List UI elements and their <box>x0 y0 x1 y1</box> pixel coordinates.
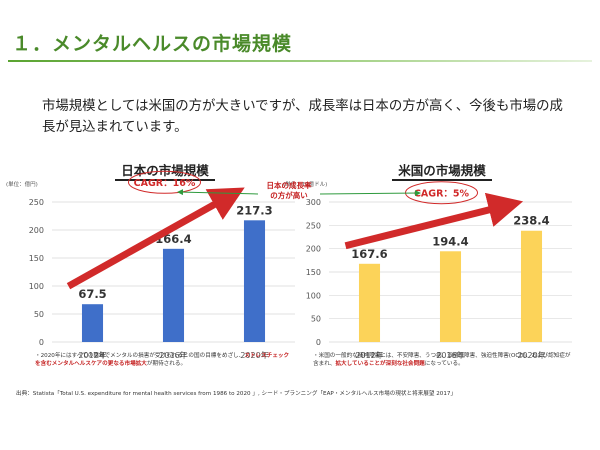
us-bar-chart: 0 50 100 150 200 250 300 167.6 2012年 194.4 2016年 23… <box>306 181 572 360</box>
y-tick-label: 100 <box>29 282 44 291</box>
us-note: ・米国の一般的な精神障害には、不安障害、うつ病、双極性障害、強迫性障害(OCD)… <box>313 353 571 367</box>
page-title: １．メンタルヘルスの市場規模 <box>12 33 293 55</box>
y-tick-label: 150 <box>29 254 44 263</box>
bar-value-label: 238.4 <box>513 214 549 228</box>
cagr-trend-arrow <box>66 187 245 290</box>
bar <box>243 220 266 342</box>
bar-value-label: 67.5 <box>78 287 106 301</box>
japan-unit-label: (単位：億円) <box>6 182 38 188</box>
y-tick-label: 0 <box>39 338 44 347</box>
us-chart-title: 米国の市場規模 <box>313 160 571 181</box>
bar <box>439 251 462 342</box>
y-tick-label: 250 <box>306 221 321 230</box>
japan-bar-chart: 05010015020025067.52012年166.42016年217.32… <box>29 170 295 360</box>
y-tick-label: 300 <box>306 198 321 207</box>
x-tick-label: 2016年 <box>159 350 187 360</box>
callout-line-1: 日本の成長率 <box>266 181 312 190</box>
source-citation: 出典：Statista「Total U.S. expenditure for m… <box>16 391 457 397</box>
title-divider <box>8 60 592 62</box>
intro-text: 市場規模としては米国の方が大きいですが、成長率は日本の方が高く、今後も市場の成長… <box>42 99 563 135</box>
bar <box>358 263 381 342</box>
y-tick-label: 200 <box>29 226 44 235</box>
bar-value-label: 167.6 <box>351 247 387 261</box>
japan-chart-panel: 日本の市場規模 (単位：億円) 0 50 100 150 200 250 67.5 2012年… <box>6 160 295 376</box>
us-unit-label: (単位：10億ドル) <box>283 182 328 188</box>
y-tick-label: 0 <box>316 338 321 347</box>
x-tick-label: 2020年 <box>240 350 268 360</box>
x-tick-label: 2012年 <box>355 350 383 360</box>
x-tick-label: 2016年 <box>436 350 464 360</box>
y-tick-label: 200 <box>306 245 321 254</box>
callout-line-2: の方が高い <box>270 190 308 200</box>
bar <box>81 304 104 342</box>
cagr-label: CAGR：5% <box>414 188 470 199</box>
y-tick-label: 100 <box>306 291 321 300</box>
growth-callout: 日本の成長率 の方が高い <box>257 181 321 200</box>
bar-value-label: 217.3 <box>236 203 272 217</box>
y-tick-label: 250 <box>29 198 44 207</box>
japan-note: ・2020年にはすべての職場でメンタルの損害が受けられるとの国の目標をめざし、ス… <box>35 353 290 367</box>
x-tick-label: 2012年 <box>78 350 106 360</box>
bar <box>162 248 185 342</box>
x-tick-label: 2020年 <box>517 350 545 360</box>
y-tick-label: 150 <box>306 268 321 277</box>
cagr-label: CAGR：16% <box>134 178 196 189</box>
cagr-ellipse <box>128 170 201 194</box>
cagr-trend-arrow <box>344 192 524 250</box>
us-chart-panel: 米国の市場規模 (単位：10億ドル) 0 50 100 150 200 250 300 167… <box>283 160 572 376</box>
japan-chart-title: 日本の市場規模 <box>36 160 294 181</box>
bar-value-label: 194.4 <box>432 234 468 248</box>
bar <box>520 230 543 342</box>
y-tick-label: 50 <box>311 315 321 324</box>
y-tick-label: 50 <box>34 310 44 319</box>
